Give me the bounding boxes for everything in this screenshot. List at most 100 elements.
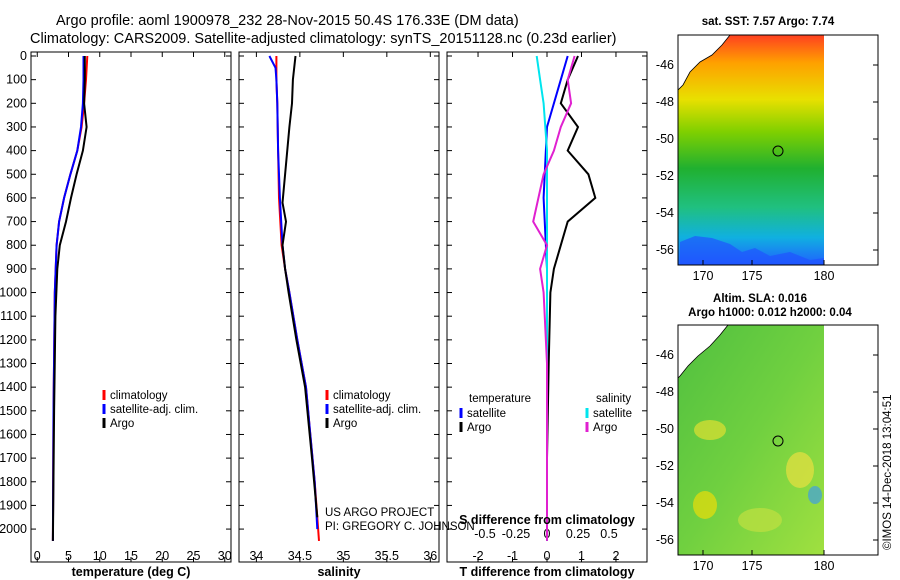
x-tick-label: 5: [65, 549, 72, 563]
depth-tick-label: 200: [6, 96, 27, 110]
sst-land-outline: [677, 34, 731, 91]
sst-map-image: [678, 35, 824, 265]
lat-tick-label: -56: [656, 533, 674, 547]
legend-label: climatology: [110, 390, 168, 402]
x-tick-label: 15: [124, 549, 138, 563]
figure-title-line1: Argo profile: aoml 1900978_232 28-Nov-20…: [56, 13, 519, 29]
lon-tick-label: 180: [814, 269, 835, 283]
credit-text: ©IMOS 14-Dec-2018 13:04:51: [882, 394, 894, 550]
lat-tick-label: -56: [656, 243, 674, 257]
depth-tick-label: 1300: [0, 357, 27, 371]
legend-label: satellite: [593, 408, 632, 420]
depth-tick-label: 0: [20, 49, 27, 63]
series-line-salinity-satellite: [535, 55, 548, 541]
x-tick-label: 35: [336, 549, 350, 563]
depth-tick-label: 500: [6, 167, 27, 181]
sla-map-ticks: 170 175 180 -46 -48 -50 -52 -54 -56: [656, 348, 878, 573]
depth-tick-label: 1100: [0, 309, 27, 323]
sst-float-position: [772, 145, 784, 157]
legend-label: satellite-adj. clim.: [333, 404, 421, 416]
x-tick-label: 34.5: [288, 549, 312, 563]
lat-tick-label: -46: [656, 58, 674, 72]
sla-patch-b: [786, 452, 814, 488]
series-line-satellite-adj-clim-: [268, 55, 319, 530]
series-line-satellite-adj-clim-: [51, 56, 85, 541]
lat-tick-label: -50: [656, 132, 674, 146]
lat-tick-label: -52: [656, 459, 674, 473]
depth-tick-label: 1400: [0, 380, 27, 394]
salinity-panel-frame: [238, 51, 440, 563]
t-difference-axis-label: T difference from climatology: [459, 565, 634, 579]
salinity-panel: 34 34.5 35 35.5 36 climatology satellite-adj. …: [239, 52, 439, 563]
sst-map-ticks: 170 175 180 -46 -48 -50 -52 -54 -56: [656, 58, 878, 283]
depth-tick-label: 1200: [0, 333, 27, 347]
sst-map-frame: [677, 34, 879, 266]
depth-tick-label: 100: [6, 73, 27, 87]
depth-tick-label: 900: [6, 262, 27, 276]
depth-tick-label: 600: [6, 191, 27, 205]
sla-map: 170 175 180 -46 -48 -50 -52 -54 -56: [656, 324, 879, 573]
legend-title-salinity: salinity: [596, 393, 631, 405]
depth-tick-label: 700: [6, 215, 27, 229]
depth-tick-label: 300: [6, 120, 27, 134]
depth-tick-label: 1500: [0, 404, 27, 418]
depth-tick-label: 400: [6, 144, 27, 158]
temperature-panel: 0 5 10 15 20 25 30 climatology satellite-adj. cl…: [31, 52, 232, 563]
lat-tick-label: -48: [656, 95, 674, 109]
temperature-axis-label: temperature (deg C): [72, 565, 191, 579]
lon-tick-label: 180: [814, 559, 835, 573]
lat-tick-label: -54: [656, 206, 674, 220]
legend-label: satellite-adj. clim.: [110, 404, 198, 416]
legend-label: Argo: [333, 418, 357, 430]
sla-patch-a: [694, 420, 726, 440]
pi-annotation: PI: GREGORY C. JOHNSON: [325, 521, 475, 533]
depth-tick-label: 1800: [0, 475, 27, 489]
series-line-climatology: [51, 55, 89, 541]
s-diff-tick-label: -0.5: [474, 527, 496, 541]
depth-tick-label: 1600: [0, 427, 27, 441]
x-tick-label: -1: [507, 549, 518, 563]
sla-map-title-1: Altim. SLA: 0.016: [713, 293, 807, 305]
lon-tick-label: 170: [693, 269, 714, 283]
sla-patch-c: [738, 508, 782, 532]
sst-cold-patch: [680, 236, 824, 265]
x-tick-label: 1: [578, 549, 585, 563]
series-line-argo: [51, 56, 88, 541]
sla-map-nodata: [824, 325, 878, 555]
x-tick-label: 20: [155, 549, 169, 563]
sla-map-title-2: Argo h1000: 0.012 h2000: 0.04: [688, 307, 852, 319]
lon-tick-label: 175: [742, 269, 763, 283]
series-line-salinity-argo: [532, 55, 576, 541]
x-tick-label: 35.5: [375, 549, 399, 563]
depth-tick-label: 2000: [0, 522, 27, 536]
lat-tick-label: -46: [656, 348, 674, 362]
sst-map: 170 175 180 -46 -48 -50 -52 -54 -56: [656, 34, 879, 283]
credit-stamp: ©IMOS 14-Dec-2018 13:04:51: [882, 394, 894, 550]
s-diff-tick-label: 0.25: [566, 527, 590, 541]
lon-tick-label: 175: [742, 559, 763, 573]
x-tick-label: -2: [472, 549, 483, 563]
legend-label: satellite: [467, 408, 506, 420]
legend-label: Argo: [467, 422, 491, 434]
lat-tick-label: -50: [656, 422, 674, 436]
depth-tick-label: 1900: [0, 498, 27, 512]
sst-map-title: sat. SST: 7.57 Argo: 7.74: [702, 16, 835, 28]
sla-patch-d: [693, 491, 717, 519]
sla-map-frame: [677, 324, 879, 556]
sst-map-nodata: [824, 35, 878, 265]
x-tick-label: 0: [34, 549, 41, 563]
x-tick-label: 36: [423, 549, 437, 563]
lat-tick-label: -52: [656, 169, 674, 183]
salinity-axis-label: salinity: [317, 565, 360, 579]
legend-label: Argo: [593, 422, 617, 434]
x-tick-label: 34: [249, 549, 263, 563]
x-tick-label: 25: [187, 549, 201, 563]
legend-title-temperature: temperature: [469, 393, 531, 405]
series-line-temperature-argo: [546, 55, 597, 541]
x-tick-label: 30: [218, 549, 232, 563]
s-difference-axis-label: S difference from climatology: [459, 513, 635, 527]
figure-title-line2: Climatology: CARS2009. Satellite-adjuste…: [30, 31, 617, 47]
depth-axis: 0 100 200 300 400 500 600 700 800 900 1000 1100 1200…: [0, 49, 27, 536]
